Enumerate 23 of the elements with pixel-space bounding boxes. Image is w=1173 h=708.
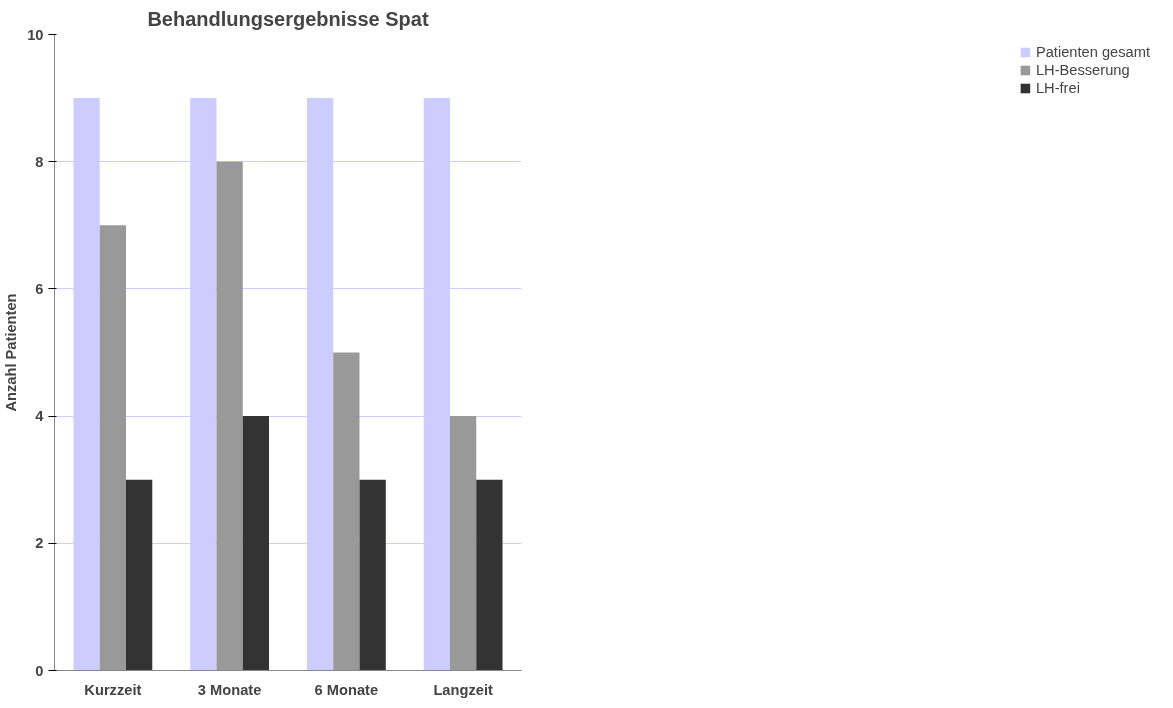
- bar: [242, 416, 270, 671]
- legend-label: LH-Besserung: [1035, 62, 1130, 78]
- bar: [333, 352, 360, 671]
- y-tick-label: 2: [35, 535, 44, 552]
- bar: [476, 479, 503, 671]
- y-tick-label: 8: [35, 153, 44, 170]
- y-tick-label: 10: [27, 26, 44, 43]
- y-tick-label: 0: [35, 662, 44, 679]
- x-tick-label: Langzeit: [433, 681, 493, 698]
- y-tick-label: 6: [35, 280, 44, 297]
- x-tick-label: Kurzzeit: [84, 681, 142, 698]
- bar: [449, 416, 477, 671]
- y-axis-title: Anzahl Patienten: [3, 293, 20, 412]
- legend-label: LH-frei: [1035, 80, 1080, 96]
- bar: [99, 225, 127, 671]
- bar: [359, 479, 386, 671]
- chart-title: Behandlungsergebnisse Spat: [147, 7, 429, 30]
- legend-label: Patienten gesamt: [1035, 44, 1150, 60]
- x-tick-label: 3 Monate: [197, 681, 262, 698]
- x-tick-label: 6 Monate: [314, 681, 379, 698]
- bar: [216, 161, 243, 671]
- y-tick-label: 4: [35, 408, 45, 425]
- bar: [126, 479, 153, 671]
